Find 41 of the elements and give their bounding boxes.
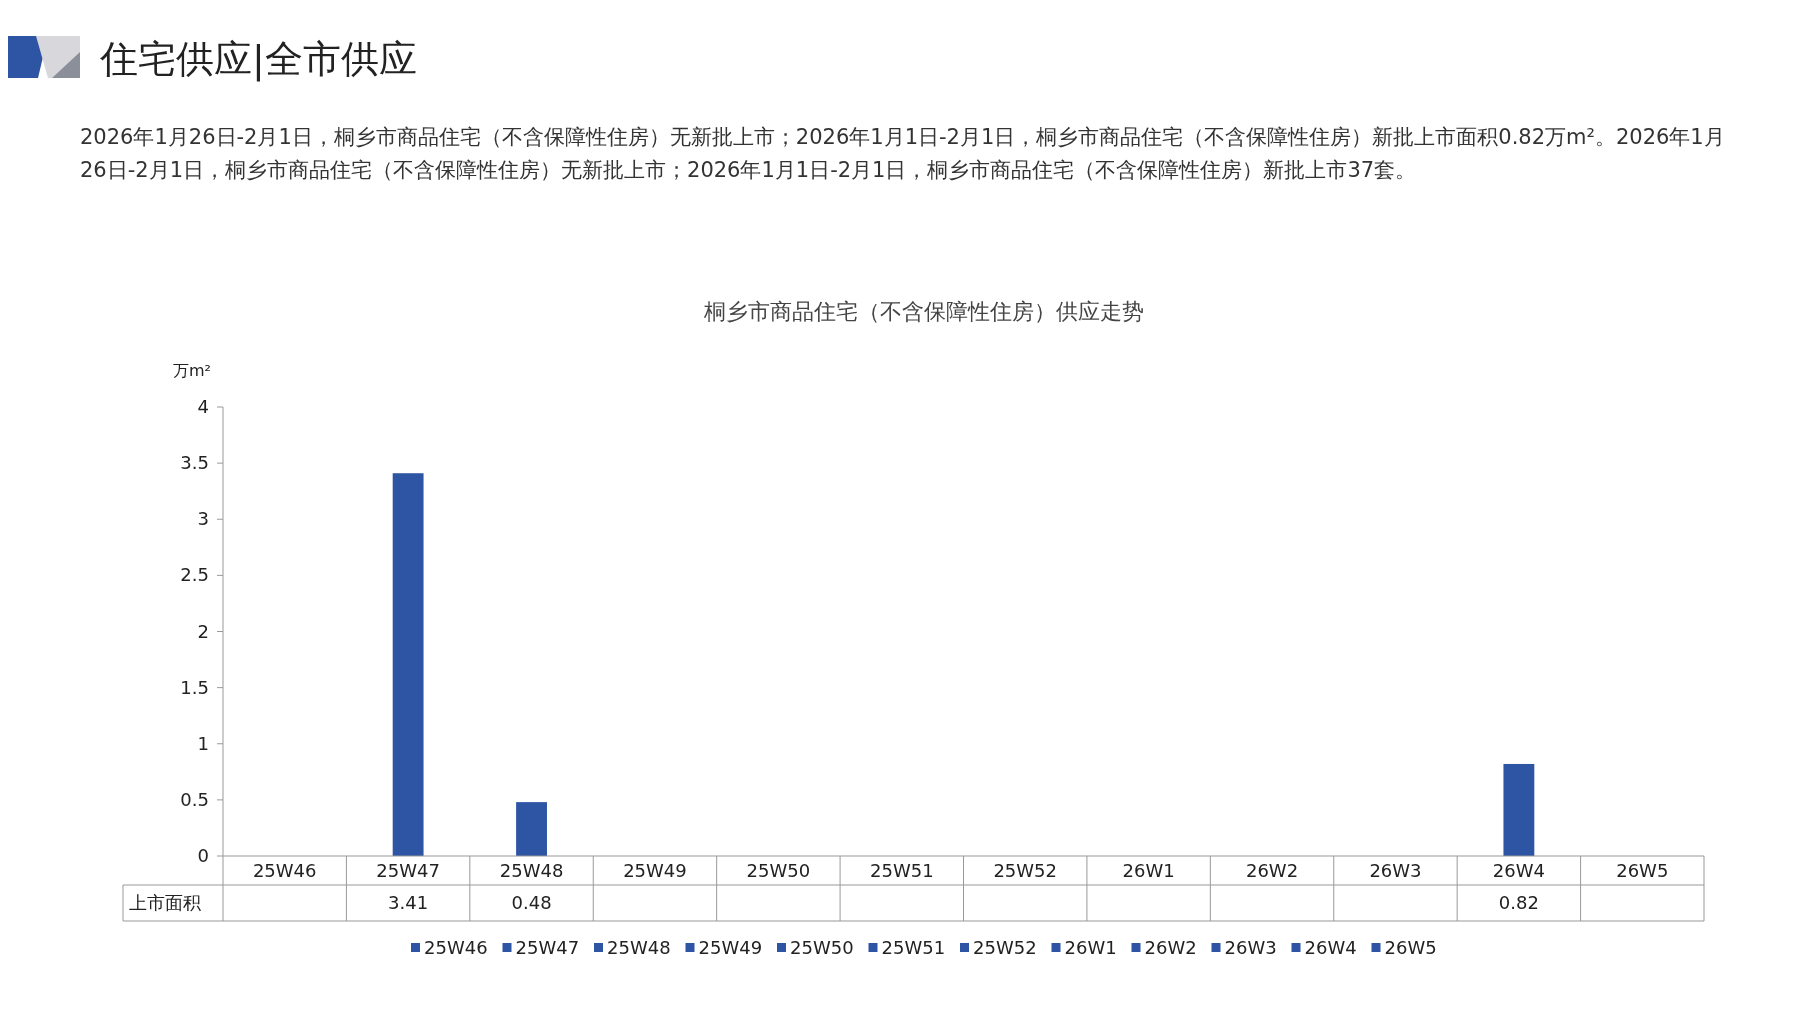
y-tick-label: 0.5 (180, 788, 209, 810)
category-label: 25W51 (881, 937, 946, 958)
x-tick-label: 26W2 (1245, 860, 1299, 881)
category-label: 26W3 (1224, 937, 1277, 958)
category-label: 26W1 (1064, 937, 1117, 958)
data-label: 3.41 (388, 892, 429, 913)
y-tick-label: 4 (197, 396, 209, 417)
x-tick-label: 25W46 (252, 860, 317, 881)
data-label: 0.82 (1498, 892, 1539, 913)
category-label: 25W48 (607, 937, 671, 958)
y-tick-label: 1.5 (180, 676, 209, 698)
x-tick-label: 25W49 (623, 860, 687, 881)
category-label: 25W47 (515, 937, 580, 958)
category-label: 25W52 (973, 937, 1037, 958)
category-label: 26W5 (1384, 937, 1437, 958)
y-tick-label: 2.5 (180, 564, 209, 586)
category-label: 25W50 (790, 937, 854, 958)
y-axis-title: 万m² (173, 361, 211, 380)
y-tick-label: 1 (197, 732, 209, 754)
y-tick-label: 3 (197, 508, 209, 530)
text: 2026年1月26日-2月1日，桐乡市商品住宅（不含保障性住房）无新批上市；2026年1月1日-2月1日，桐乡市商品住宅（不含保障性住房）新批上市面积0.82万m²。2026年1月26日-2月1日，桐乡市商品住宅（不含保障性住房）无新批上市；2026年1月1日-2月1日，桐乡市商品住宅（不含保障性住房）新批上市37套。 (80, 125, 1725, 182)
category-label: 25W46 (424, 937, 488, 958)
x-tick-label: 25W52 (993, 860, 1058, 881)
chart-subtitle: 住宅供应|全市供应 (99, 37, 417, 82)
x-tick-label: 25W47 (376, 860, 440, 881)
x-tick-label: 26W4 (1492, 860, 1545, 881)
y-tick-label: 2 (197, 620, 209, 642)
category-label: 25W49 (698, 937, 763, 958)
x-tick-label: 25W50 (746, 860, 811, 881)
y-tick-label: 0 (197, 845, 209, 866)
data-label: 0.48 (511, 892, 552, 913)
x-tick-label: 25W48 (499, 860, 564, 881)
text: 上市面积 (129, 892, 201, 913)
x-tick-label: 26W3 (1369, 860, 1422, 881)
x-tick-label: 25W51 (869, 860, 934, 881)
x-tick-label: 26W5 (1616, 860, 1669, 881)
category-label: 26W2 (1144, 937, 1197, 958)
chart-title: 桐乡市商品住宅（不含保障性住房）供应走势 (702, 299, 1144, 324)
x-tick-label: 26W1 (1122, 860, 1175, 881)
category-label: 26W4 (1304, 937, 1357, 958)
y-tick-label: 3.5 (180, 452, 209, 474)
